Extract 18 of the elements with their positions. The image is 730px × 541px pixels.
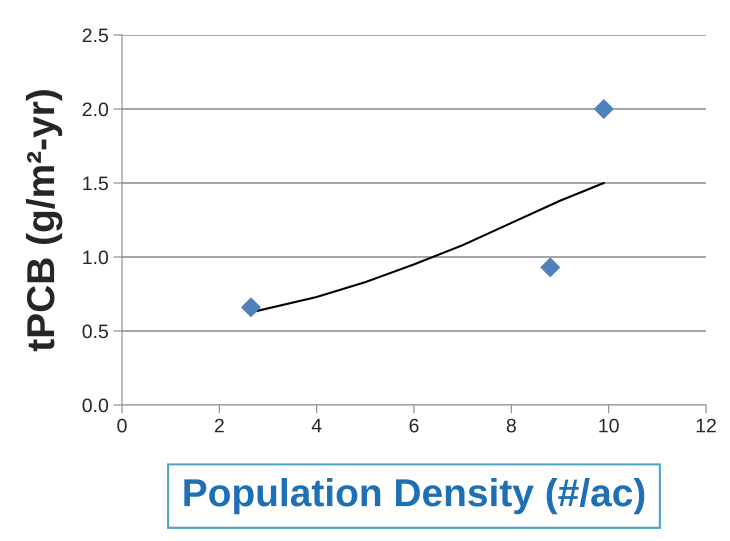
x-tick-label: 10 [599,418,619,432]
x-tick-label: 8 [506,418,516,432]
y-tick-label: 2.0 [82,102,108,116]
point [241,297,261,318]
x-tick-label: 2 [214,418,224,432]
x-tick-label: 4 [312,418,322,432]
y-axis-title: tPCB (g/m²-yr) [26,90,62,352]
point [540,258,560,278]
x-tick-label: 6 [410,418,419,432]
x-axis-title: Population Density (#/ac) [184,478,644,514]
y-tick-label: 1.5 [83,176,108,190]
y-tick-label: 2.5 [82,28,108,42]
y-tick-label: 0.0 [82,398,108,412]
x-tick-label: 0 [117,418,127,432]
y-tick-label: 1.0 [83,250,108,264]
x-tick-label: 12 [696,418,716,432]
point [594,99,614,119]
y-tick-label: 0.5 [82,324,108,338]
